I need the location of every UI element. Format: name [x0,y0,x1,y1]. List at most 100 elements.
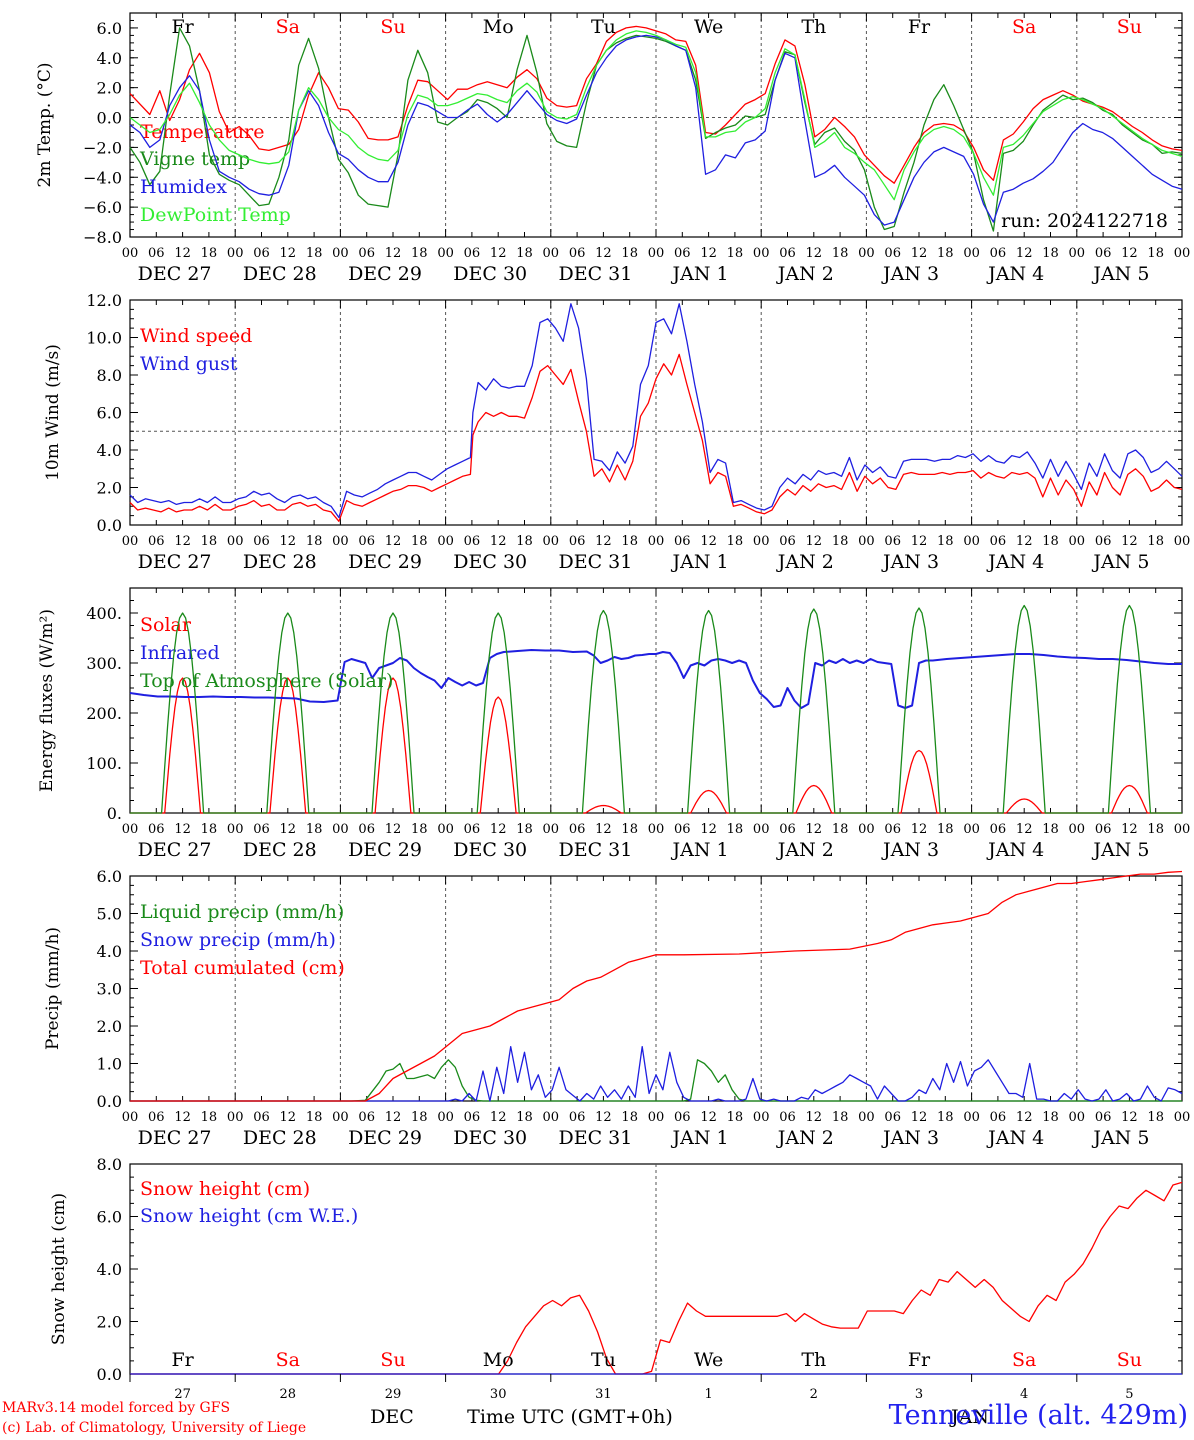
x-date-label: DEC 29 [348,1127,422,1149]
x-hour-label: 06 [674,534,691,549]
x-hour-label: 00 [1174,822,1191,837]
x-hour-label: 18 [516,1110,533,1125]
x-date-label: DEC 29 [348,551,422,573]
x-hour-label: 06 [253,822,270,837]
x-hour-label: 06 [779,1110,796,1125]
x-hour-label: 06 [990,246,1007,261]
x-hour-label: 12 [911,822,928,837]
y-tick-label: 5.0 [97,905,122,924]
x-hour-label: 18 [832,246,849,261]
x-hour-label: 12 [806,534,823,549]
y-tick-label: 0. [107,804,122,823]
series-line-wind-speed [129,353,1183,522]
y-tick-label: 8.0 [97,1155,122,1174]
legend-entry: Snow height (cm) [140,1178,310,1200]
y-tick-label: 0.0 [97,516,122,535]
x-hour-label: 12 [700,246,717,261]
x-hour-label: 00 [437,246,454,261]
x-date-label: JAN 3 [881,839,939,861]
y-tick-label: 2.0 [97,1313,122,1332]
weekday-label: Sa [1012,1349,1036,1371]
weekday-label: Fr [171,16,194,38]
x-date-label: JAN 4 [986,1127,1044,1149]
model-credit-line-2: (c) Lab. of Climatology, University of L… [2,1420,307,1436]
x-date-label: DEC 30 [453,551,527,573]
x-date-label: DEC 27 [138,263,212,285]
x-hour-label: 12 [911,1110,928,1125]
y-tick-label: 3.0 [97,980,122,999]
run-annotation: run: 2024122718 [1001,210,1168,232]
x-date-label: JAN 4 [986,839,1044,861]
x-hour-label: 18 [411,246,428,261]
x-hour-label: 12 [174,822,191,837]
x-hour-label: 00 [332,822,349,837]
panel-5: 0.0 2.0 4.0 6.0 8.0 Snow height (cm) Snow heig… [49,1155,1183,1428]
x-hour-label: 06 [464,1110,481,1125]
x-hour-label: 06 [253,246,270,261]
series-line-wind-gust [129,303,1183,519]
x-hour-label: 12 [1121,822,1138,837]
x-axis-label: Time UTC (GMT+0h) [467,1406,673,1428]
x-hour-label: 12 [174,246,191,261]
x-hour-label: 06 [569,534,586,549]
legend-entry: Total cumulated (cm) [140,957,345,979]
x-hour-label: 06 [884,246,901,261]
x-hour-label: 12 [1121,246,1138,261]
x-hour-label: 00 [227,822,244,837]
x-hour-label: 06 [884,822,901,837]
x-hour-label: 00 [753,822,770,837]
x-hour-label: 18 [621,534,638,549]
x-hour-label: 12 [595,822,612,837]
x-hour-label: 00 [1069,534,1086,549]
x-date-label: DEC 27 [138,1127,212,1149]
weekday-label: Fr [908,1349,931,1371]
x-date-label: DEC 30 [453,1127,527,1149]
x-date-label: DEC 31 [558,551,632,573]
x-hour-label: 18 [1042,822,1059,837]
x-hour-label: 00 [858,534,875,549]
x-hour-label: 18 [1147,246,1164,261]
x-hour-label: 00 [648,246,665,261]
x-hour-label: 00 [1174,534,1191,549]
x-hour-label: 06 [253,534,270,549]
x-hour-label: 00 [332,246,349,261]
y-axis-label: 10m Wind (m/s) [43,344,63,481]
x-hour-label: 12 [700,1110,717,1125]
y-tick-label: 6.0 [97,867,122,886]
x-date-label: JAN 4 [986,263,1044,285]
weekday-label: Th [801,1349,826,1371]
x-hour-label: 12 [385,822,402,837]
x-hour-label: 12 [1016,1110,1033,1125]
x-day-number: 3 [915,1387,923,1402]
x-date-label: JAN 5 [1091,263,1149,285]
y-tick-label: 300. [86,654,122,673]
x-date-label: DEC 28 [243,1127,317,1149]
x-hour-label: 06 [358,534,375,549]
x-hour-label: 18 [1147,534,1164,549]
x-day-number: 5 [1125,1387,1133,1402]
x-hour-label: 00 [753,1110,770,1125]
x-hour-label: 00 [543,534,560,549]
x-hour-label: 00 [963,1110,980,1125]
x-hour-label: 06 [569,246,586,261]
x-hour-label: 06 [674,1110,691,1125]
x-date-label: DEC 29 [348,263,422,285]
legend-entry: DewPoint Temp [140,204,291,226]
legend-entry: Vigne temp [139,148,250,170]
x-day-number: 31 [595,1387,612,1402]
x-hour-label: 18 [201,246,218,261]
x-hour-label: 12 [595,246,612,261]
x-hour-label: 00 [648,822,665,837]
x-hour-label: 18 [937,822,954,837]
legend-entry: Humidex [140,176,227,198]
x-hour-label: 00 [437,822,454,837]
x-hour-label: 12 [1121,534,1138,549]
weekday-label: Tu [591,1349,616,1371]
x-hour-label: 18 [937,534,954,549]
y-tick-label: 200. [86,704,122,723]
weekday-label: Su [380,16,405,38]
x-hour-label: 00 [122,246,139,261]
series-line-top-of-atmosphere-solar- [130,604,1182,814]
x-hour-label: 18 [937,1110,954,1125]
weekday-label: Su [1117,16,1142,38]
